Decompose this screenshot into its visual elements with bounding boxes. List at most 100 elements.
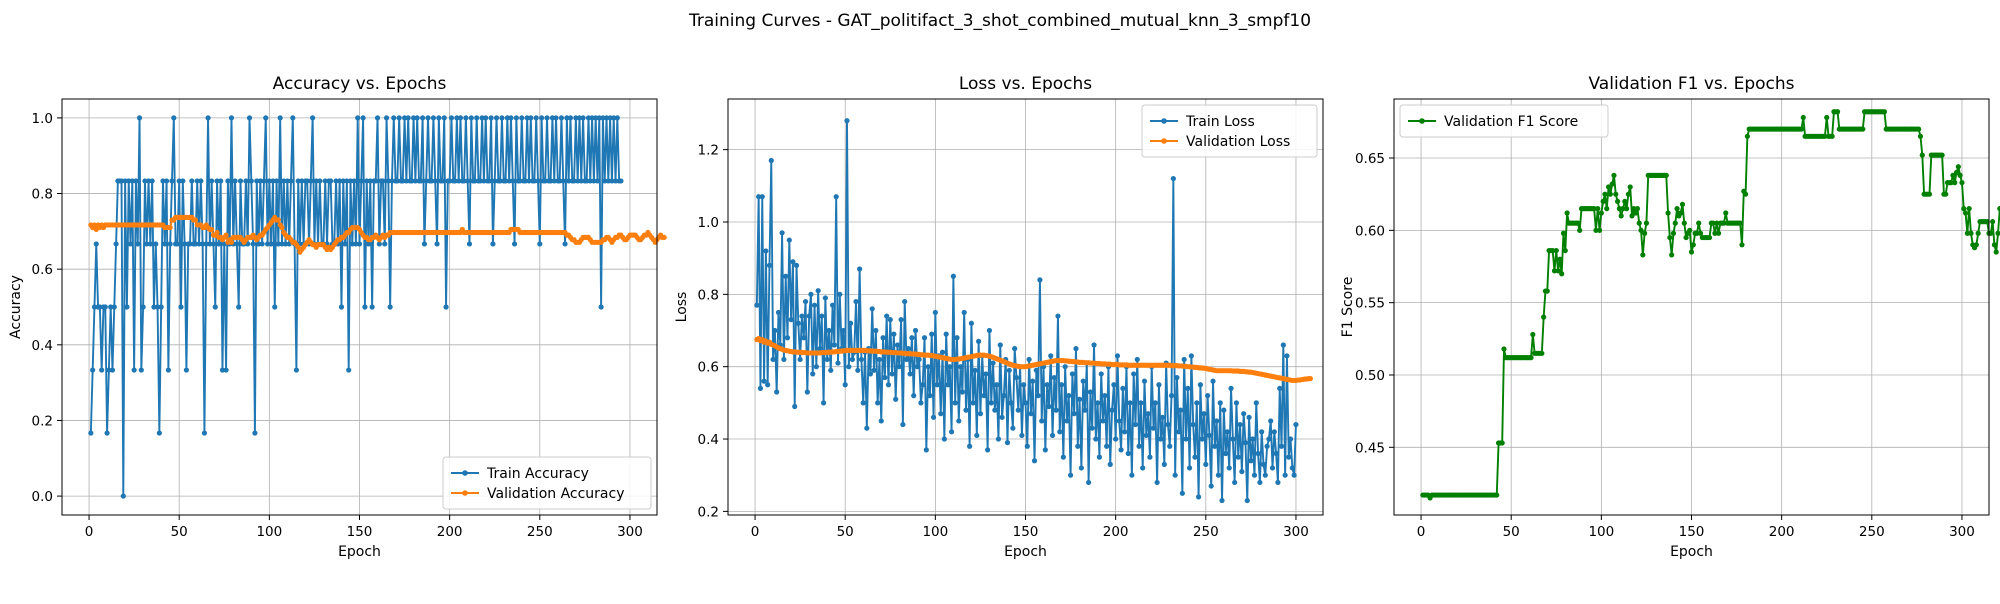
- data-point: [165, 367, 171, 373]
- data-point: [376, 241, 382, 247]
- data-point: [976, 338, 982, 344]
- data-point: [997, 342, 1003, 348]
- data-point: [952, 400, 958, 406]
- data-point: [1625, 191, 1631, 197]
- loss-plot: 0 50 100 150 200 250 300 0.2 0.4 0.6 0.8 1.0 1.2 Loss…: [674, 74, 1324, 560]
- data-point: [956, 418, 962, 424]
- data-point: [802, 298, 809, 305]
- data-point: [1033, 367, 1039, 373]
- data-point: [109, 367, 116, 373]
- data-point: [1239, 468, 1245, 475]
- data-point: [347, 178, 354, 184]
- data-point: [1611, 172, 1617, 178]
- data-point: [1575, 220, 1581, 226]
- x-tick-label: 300: [1949, 524, 1975, 540]
- legend-entry-train-accuracy: Train Accuracy: [451, 466, 589, 482]
- data-point: [1696, 220, 1702, 226]
- data-point: [201, 430, 208, 436]
- data-point: [598, 304, 604, 310]
- data-point: [871, 367, 877, 373]
- data-point: [786, 237, 792, 243]
- data-point: [1188, 353, 1194, 359]
- data-point: [1223, 450, 1229, 457]
- data-point: [853, 298, 859, 305]
- data-point: [1203, 461, 1209, 467]
- data-point: [414, 115, 420, 121]
- data-point: [1001, 393, 1007, 399]
- data-point: [1195, 494, 1202, 500]
- data-point: [1186, 465, 1193, 471]
- x-tick-label: 250: [527, 524, 553, 540]
- data-point: [1957, 172, 1963, 178]
- data-point: [914, 364, 920, 370]
- data-point: [607, 115, 613, 121]
- data-point: [167, 241, 173, 247]
- data-point: [932, 309, 938, 316]
- data-point: [1062, 364, 1068, 370]
- data-point: [394, 178, 400, 184]
- data-point: [977, 411, 984, 417]
- data-point: [1669, 252, 1675, 258]
- data-point: [310, 115, 316, 121]
- data-point: [1051, 374, 1057, 381]
- data-point: [1228, 385, 1234, 391]
- data-point: [596, 115, 602, 121]
- data-point: [829, 302, 836, 308]
- data-point: [255, 241, 262, 247]
- data-point: [207, 241, 213, 247]
- data-point: [237, 178, 244, 184]
- x-axis-label: Epoch: [338, 544, 381, 560]
- data-point: [1834, 109, 1841, 115]
- data-point: [517, 178, 523, 184]
- data-point: [1964, 230, 1970, 236]
- data-point: [360, 115, 366, 121]
- data-point: [1055, 313, 1061, 319]
- data-point: [1008, 400, 1014, 406]
- data-point: [1259, 429, 1265, 435]
- data-point: [1598, 210, 1604, 216]
- data-point: [1010, 425, 1016, 431]
- data-point: [225, 178, 231, 184]
- y-tick-label: 0.4: [698, 432, 719, 448]
- data-point: [1678, 210, 1684, 216]
- data-point: [317, 178, 323, 184]
- data-point: [553, 115, 559, 121]
- x-tick-label: 100: [256, 524, 282, 540]
- data-point: [1697, 230, 1704, 236]
- data-point: [1125, 450, 1131, 457]
- data-point: [1215, 472, 1222, 478]
- data-point: [593, 115, 599, 121]
- data-point: [813, 364, 819, 370]
- data-point: [925, 364, 931, 370]
- data-point: [1618, 213, 1624, 219]
- data-point: [218, 178, 224, 184]
- data-point: [187, 241, 193, 247]
- data-point: [1237, 421, 1243, 428]
- data-point: [849, 356, 856, 363]
- data-point: [1129, 472, 1135, 478]
- data-point: [661, 234, 667, 241]
- data-point: [382, 241, 388, 247]
- data-point: [855, 367, 861, 373]
- data-point: [1217, 400, 1223, 406]
- data-point: [441, 115, 447, 121]
- data-point: [421, 241, 428, 247]
- data-point: [1917, 133, 1924, 139]
- legend-entry-validation-f1-score: Validation F1 Score: [1408, 114, 1578, 130]
- data-point: [1939, 152, 1945, 158]
- y-tick-label: 0.2: [32, 413, 53, 429]
- data-point: [418, 178, 424, 184]
- data-point: [573, 115, 579, 121]
- data-point: [1093, 436, 1099, 442]
- data-point: [158, 304, 164, 310]
- data-point: [457, 115, 464, 121]
- data-point: [205, 115, 211, 121]
- data-point: [819, 313, 825, 319]
- data-point: [474, 115, 480, 121]
- data-point: [918, 400, 924, 406]
- data-point: [1926, 191, 1933, 197]
- data-point: [93, 241, 99, 247]
- data-point: [106, 367, 112, 373]
- y-tick-label: 0.6: [698, 360, 719, 376]
- data-point: [1557, 256, 1563, 262]
